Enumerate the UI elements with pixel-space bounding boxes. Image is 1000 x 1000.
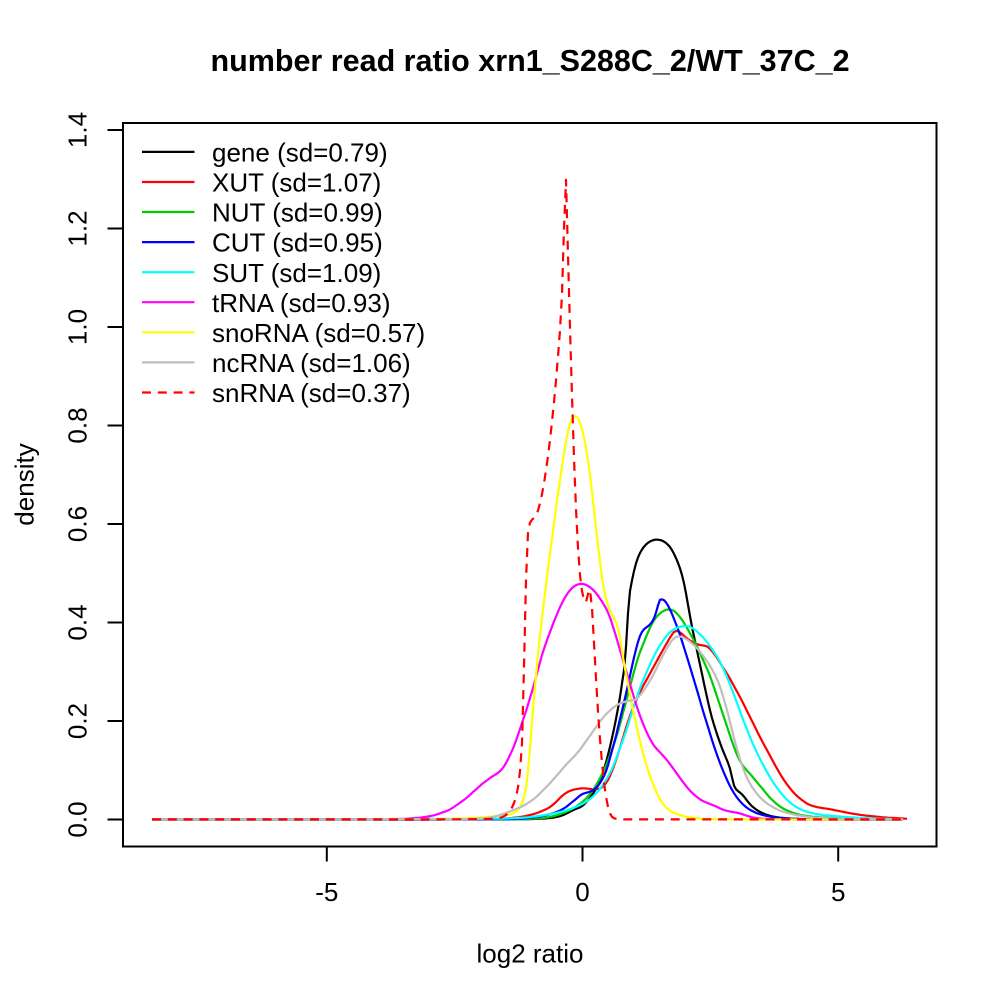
svg-text:0.0: 0.0 xyxy=(63,801,93,837)
svg-text:tRNA (sd=0.93): tRNA (sd=0.93) xyxy=(212,288,390,318)
svg-text:number read ratio xrn1_S288C_2: number read ratio xrn1_S288C_2/WT_37C_2 xyxy=(210,44,849,78)
svg-text:1.4: 1.4 xyxy=(63,112,93,148)
svg-text:SUT (sd=1.09): SUT (sd=1.09) xyxy=(212,258,381,288)
svg-text:0: 0 xyxy=(575,877,589,907)
svg-text:density: density xyxy=(10,443,40,525)
svg-text:XUT (sd=1.07): XUT (sd=1.07) xyxy=(212,168,381,198)
svg-text:CUT (sd=0.95): CUT (sd=0.95) xyxy=(212,228,383,258)
svg-text:gene (sd=0.79): gene (sd=0.79) xyxy=(212,138,388,168)
svg-text:-5: -5 xyxy=(315,877,338,907)
svg-text:snRNA (sd=0.37): snRNA (sd=0.37) xyxy=(212,378,411,408)
svg-text:0.2: 0.2 xyxy=(63,703,93,739)
svg-text:0.6: 0.6 xyxy=(63,506,93,542)
svg-text:ncRNA (sd=1.06): ncRNA (sd=1.06) xyxy=(212,348,411,378)
svg-text:snoRNA (sd=0.57): snoRNA (sd=0.57) xyxy=(212,318,425,348)
svg-text:log2 ratio: log2 ratio xyxy=(477,939,584,969)
svg-text:1.2: 1.2 xyxy=(63,210,93,246)
svg-text:5: 5 xyxy=(831,877,845,907)
svg-text:0.4: 0.4 xyxy=(63,604,93,640)
svg-text:NUT (sd=0.99): NUT (sd=0.99) xyxy=(212,198,383,228)
svg-text:1.0: 1.0 xyxy=(63,309,93,345)
svg-text:0.8: 0.8 xyxy=(63,407,93,443)
